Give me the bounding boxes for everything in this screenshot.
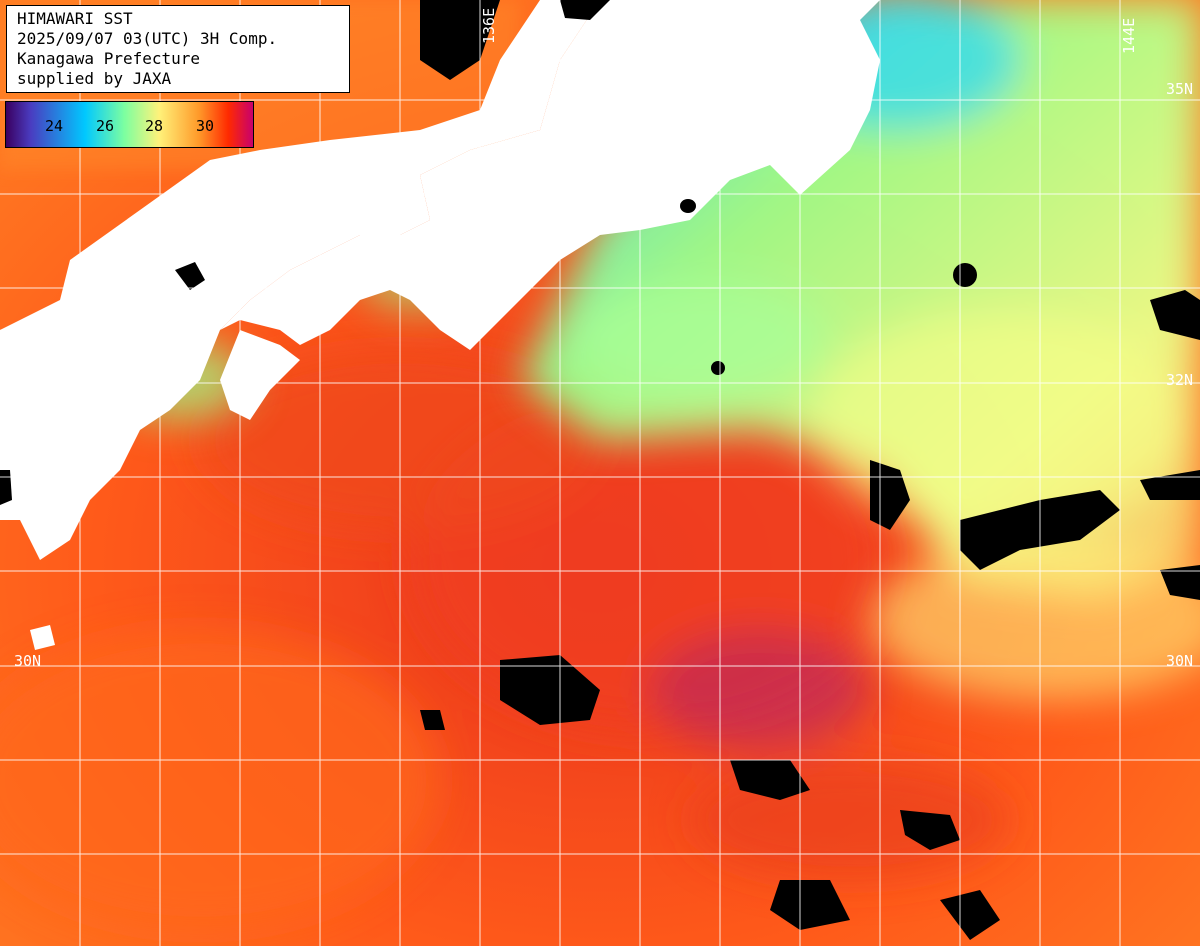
product-prefecture: Kanagawa Prefecture bbox=[17, 49, 201, 68]
colorbar-tick-26: 26 bbox=[96, 117, 115, 135]
product-title: HIMAWARI SST bbox=[17, 9, 133, 28]
product-datetime: 2025/09/07 03(UTC) 3H Comp. bbox=[17, 29, 278, 48]
land bbox=[0, 0, 880, 650]
colorbar-tick-28: 28 bbox=[145, 117, 164, 135]
product-info-box: HIMAWARI SST 2025/09/07 03(UTC) 3H Comp.… bbox=[6, 5, 350, 93]
product-supplier: supplied by JAXA bbox=[17, 69, 172, 88]
colorbar-tick-30: 30 bbox=[196, 117, 215, 135]
temperature-colorbar: 24 26 28 30 bbox=[5, 101, 254, 148]
lat-label-mid-right: 32N bbox=[1166, 371, 1194, 389]
lat-label-30n-left: 30N bbox=[14, 652, 42, 670]
lon-label-136e: 136E bbox=[480, 7, 498, 44]
colorbar-tick-24: 24 bbox=[45, 117, 64, 135]
warm-cores bbox=[0, 350, 1010, 930]
lon-label-144e: 144E bbox=[1120, 17, 1138, 54]
lat-label-35n-right: 35N bbox=[1166, 80, 1194, 98]
lat-label-30n-right: 30N bbox=[1166, 652, 1194, 670]
